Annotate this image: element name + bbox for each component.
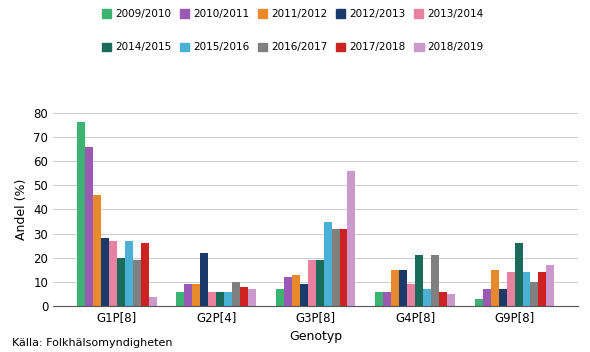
Legend: 2009/2010, 2010/2011, 2011/2012, 2012/2013, 2013/2014: 2009/2010, 2010/2011, 2011/2012, 2012/20… <box>100 7 486 21</box>
Bar <box>276 289 284 306</box>
Bar <box>208 292 216 306</box>
Bar <box>117 258 124 306</box>
Bar <box>224 292 232 306</box>
Legend: 2014/2015, 2015/2016, 2016/2017, 2017/2018, 2018/2019: 2014/2015, 2015/2016, 2016/2017, 2017/20… <box>100 40 486 55</box>
Bar <box>176 292 184 306</box>
Bar <box>447 294 455 306</box>
Text: Källa: Folkhälsomyndigheten: Källa: Folkhälsomyndigheten <box>12 339 172 348</box>
Bar <box>316 260 323 306</box>
Bar <box>292 275 300 306</box>
Bar <box>475 299 483 306</box>
Bar <box>149 296 156 306</box>
Bar <box>523 272 530 306</box>
Bar <box>200 253 208 306</box>
Bar <box>539 272 546 306</box>
Bar <box>184 284 192 306</box>
Bar <box>431 256 439 306</box>
Bar <box>514 243 523 306</box>
Bar <box>391 270 399 306</box>
Bar <box>339 229 348 306</box>
Bar <box>284 277 292 306</box>
Bar <box>133 260 140 306</box>
Bar <box>499 289 507 306</box>
Bar <box>124 241 133 306</box>
Bar <box>439 292 447 306</box>
Bar <box>140 243 149 306</box>
Bar <box>530 282 539 306</box>
Y-axis label: Andel (%): Andel (%) <box>15 179 28 240</box>
Bar <box>192 284 200 306</box>
Bar <box>407 284 415 306</box>
Bar <box>300 284 308 306</box>
Bar <box>93 195 101 306</box>
Bar <box>240 287 248 306</box>
Bar <box>109 241 117 306</box>
Bar <box>216 292 224 306</box>
Bar <box>308 260 316 306</box>
Bar <box>248 289 256 306</box>
Bar <box>348 171 355 306</box>
Bar <box>323 221 332 306</box>
Bar <box>101 239 109 306</box>
Bar <box>399 270 407 306</box>
Bar <box>507 272 514 306</box>
Bar <box>423 289 431 306</box>
X-axis label: Genotyp: Genotyp <box>289 330 342 342</box>
Bar <box>375 292 384 306</box>
Bar <box>546 265 555 306</box>
Bar <box>77 122 85 306</box>
Bar <box>384 292 391 306</box>
Bar <box>491 270 499 306</box>
Bar <box>85 146 93 306</box>
Bar <box>332 229 339 306</box>
Bar <box>232 282 240 306</box>
Bar <box>415 256 423 306</box>
Bar <box>483 289 491 306</box>
